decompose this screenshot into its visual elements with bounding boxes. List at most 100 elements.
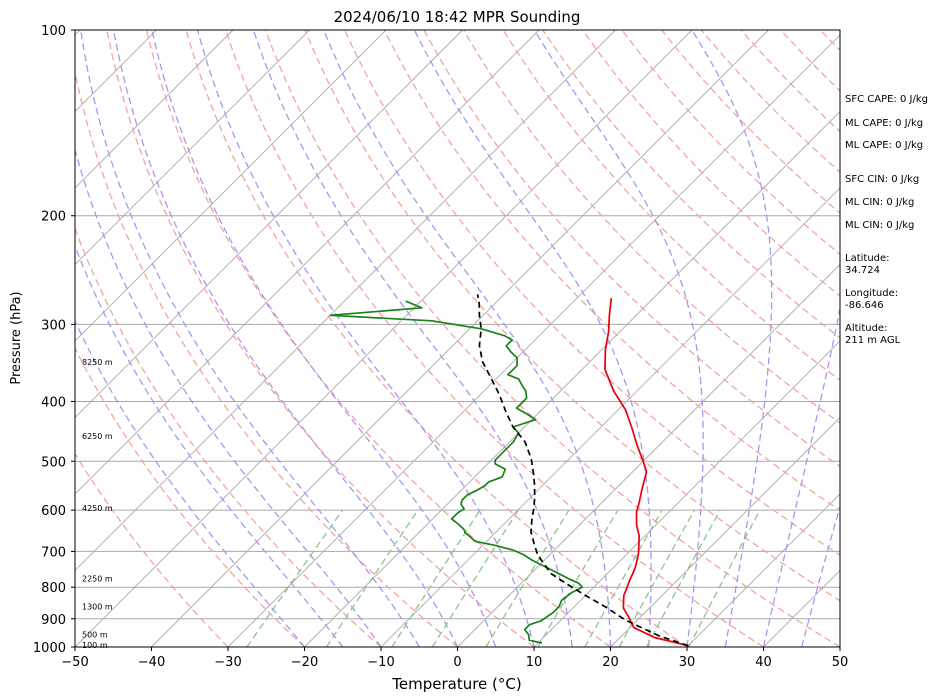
x-tick-label: 30 (679, 655, 696, 670)
temperature-profile-line (604, 298, 689, 647)
dry-adiabat-line (75, 69, 458, 647)
altitude-label: 6250 m (82, 432, 113, 441)
y-tick-label: 1000 (33, 641, 66, 656)
isotherm-line (610, 416, 840, 647)
x-tick-label: 10 (526, 655, 543, 670)
altitude-label: 8250 m (82, 358, 113, 367)
x-tick-label: −20 (291, 655, 318, 670)
longitude-value: -86.646 (845, 300, 884, 311)
isotherm-line (75, 30, 540, 495)
dry-adiabat-line (383, 30, 840, 512)
axis-ticks: −50 −40 −30 −20 −10 0 10 20 30 40 50 100 200 300 400 50… (33, 24, 848, 670)
dry-adiabat-line (145, 30, 611, 647)
isotherm-line (533, 340, 840, 647)
moist-adiabat-line (80, 30, 420, 647)
moist-adiabat-line (112, 30, 459, 647)
mixing-ratio-line (485, 509, 570, 647)
mixing-ratio-line (431, 509, 519, 647)
y-tick-label: 500 (41, 455, 66, 470)
longitude-label: Longitude: (845, 288, 898, 299)
isotherm-line (75, 30, 463, 419)
ml-cin-annotation-2: ML CIN: 0 J/kg (845, 220, 914, 231)
isotherm-line (304, 110, 840, 647)
latitude-value: 34.724 (845, 265, 880, 276)
moist-adiabat-line (801, 504, 840, 647)
x-tick-label: −50 (61, 655, 88, 670)
dry-adiabat-line (304, 30, 840, 602)
dry-adiabat-line (502, 30, 840, 381)
ml-cin-annotation: ML CIN: 0 J/kg (845, 197, 914, 208)
moist-adiabat-line (533, 30, 704, 647)
isotherm-line (75, 30, 387, 342)
dry-adiabat-line (75, 226, 382, 647)
y-tick-label: 400 (41, 395, 66, 410)
x-axis-label: Temperature (°C) (391, 675, 521, 693)
mixing-ratio-line (325, 509, 419, 647)
dry-adiabat-line (225, 30, 764, 647)
y-tick-label: 600 (41, 504, 66, 519)
profile-lines (329, 294, 689, 647)
mixing-ratio-line (688, 509, 761, 647)
sfc-cape-annotation: SFC CAPE: 0 J/kg (845, 94, 928, 105)
moist-adiabat-line (691, 30, 773, 647)
isotherm-line (75, 30, 310, 266)
moist-adiabat-line (252, 30, 573, 647)
altitude-label: 100 m (82, 641, 108, 650)
isotherm-line (457, 263, 840, 647)
moist-adiabat-line (75, 244, 344, 647)
x-tick-label: 0 (453, 655, 461, 670)
mixing-ratio-line (618, 509, 696, 647)
dry-adiabat-line (542, 30, 840, 339)
altitude-label: 4250 m (82, 504, 113, 513)
x-tick-label: −10 (367, 655, 394, 670)
y-tick-label: 100 (41, 24, 66, 39)
y-tick-label: 200 (41, 210, 66, 225)
mixing-ratio-line (391, 509, 481, 647)
moist-adiabat-line (151, 30, 497, 647)
dry-adiabat-line (581, 30, 840, 297)
isotherm-line (75, 30, 616, 572)
x-tick-label: −30 (214, 655, 241, 670)
altitude-label: 1300 m (82, 603, 113, 612)
chart-title: 2024/06/10 18:42 MPR Sounding (334, 8, 581, 26)
altitude-label: 500 m (82, 631, 108, 640)
plot-background (75, 30, 840, 647)
mixing-ratio-line (584, 509, 663, 647)
isotherm-line (151, 30, 769, 647)
mixing-ratio-line (646, 509, 721, 647)
y-tick-label: 300 (41, 318, 66, 333)
isotherm-line (0, 30, 4, 647)
altitude-label: Altitude: (845, 323, 887, 334)
x-tick-label: 40 (755, 655, 772, 670)
moist-adiabat-line (413, 30, 652, 647)
dry-adiabat-line (106, 30, 535, 647)
x-tick-label: 20 (602, 655, 619, 670)
isotherm-line (686, 493, 840, 647)
dry-adiabat-line (264, 30, 840, 647)
dry-adiabat-line (423, 30, 840, 468)
y-tick-label: 700 (41, 545, 66, 560)
parcel-profile-line (476, 294, 689, 647)
mixing-ratio-line (246, 509, 344, 647)
y-tick-label: 800 (41, 581, 66, 596)
isotherm-line (75, 30, 693, 647)
altitude-value: 211 m AGL (845, 335, 901, 346)
background-lines (0, 30, 840, 647)
ml-cape-annotation-2: ML CAPE: 0 J/kg (845, 140, 923, 151)
sfc-cin-annotation: SFC CIN: 0 J/kg (845, 174, 919, 185)
latitude-label: Latitude: (845, 253, 890, 264)
moist-adiabat-line (75, 147, 382, 647)
moist-adiabat-line (762, 305, 840, 647)
moist-adiabat-line (75, 319, 305, 647)
moist-adiabat-line (196, 30, 535, 647)
isotherm-line (227, 34, 840, 647)
x-tick-label: 50 (832, 655, 849, 670)
altitude-label: 2250 m (82, 575, 113, 584)
dry-adiabat-line (75, 346, 305, 647)
y-tick-label: 900 (41, 613, 66, 628)
y-axis-label: Pressure (hPa) (9, 291, 24, 384)
isotherm-line (75, 30, 234, 189)
x-tick-label: −40 (138, 655, 165, 670)
